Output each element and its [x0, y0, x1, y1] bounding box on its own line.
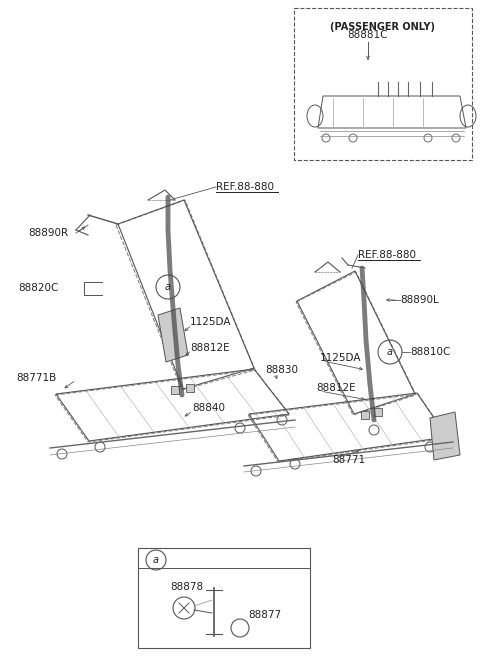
Text: 1125DA: 1125DA [320, 353, 361, 363]
Text: 88878: 88878 [170, 582, 203, 592]
Polygon shape [430, 412, 460, 460]
Text: 88830: 88830 [265, 365, 298, 375]
Text: 88771B: 88771B [16, 373, 56, 383]
Bar [294, 8, 472, 160]
Text: REF.88-880: REF.88-880 [216, 182, 274, 192]
Text: 88877: 88877 [248, 610, 281, 620]
Text: a: a [387, 347, 393, 357]
Text: (PASSENGER ONLY): (PASSENGER ONLY) [331, 22, 435, 32]
Polygon shape [158, 308, 188, 362]
Bar [186, 384, 194, 392]
Bar [374, 408, 382, 416]
Text: 88810C: 88810C [410, 347, 450, 357]
Text: 88812E: 88812E [190, 343, 229, 353]
Text: 88890L: 88890L [400, 295, 439, 305]
Text: 88820C: 88820C [18, 283, 59, 293]
Text: a: a [153, 555, 159, 565]
Text: 1125DA: 1125DA [190, 317, 231, 327]
Text: 88840: 88840 [192, 403, 225, 413]
Bar [361, 411, 369, 419]
Text: 88812E: 88812E [316, 383, 356, 393]
Text: a: a [165, 282, 171, 292]
Text: 88890R: 88890R [28, 228, 68, 238]
Text: 88881C: 88881C [348, 30, 388, 40]
Bar [171, 386, 179, 394]
Text: 88771: 88771 [332, 455, 365, 465]
Text: REF.88-880: REF.88-880 [358, 250, 416, 260]
Bar [138, 548, 310, 648]
